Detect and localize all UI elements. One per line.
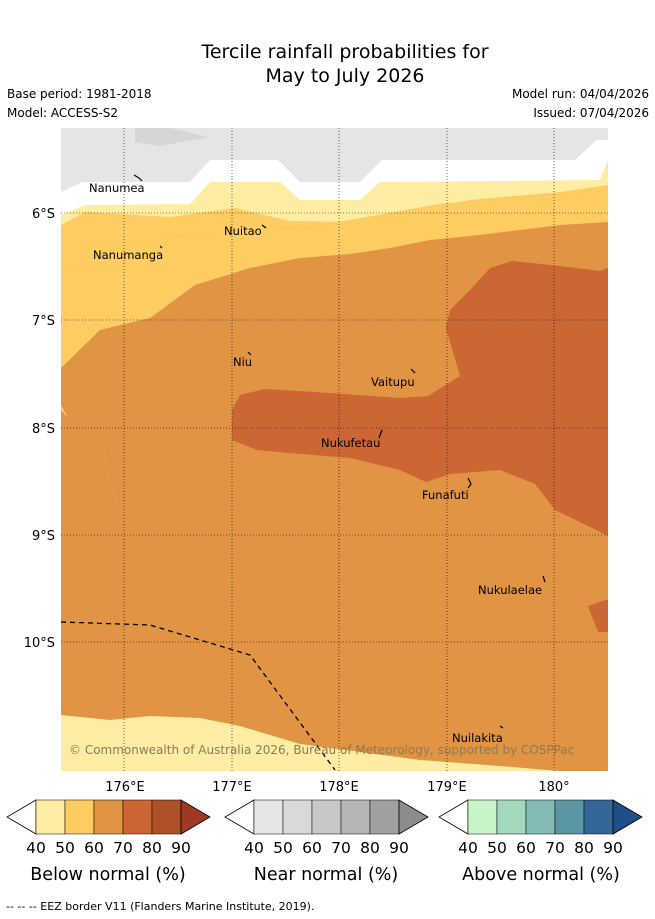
island-shapes — [133, 174, 546, 729]
lon-tick: 180° — [538, 780, 569, 795]
cb-below-tick: 60 — [84, 839, 104, 857]
cb-below-min-arrow — [6, 799, 37, 835]
cb-below-tick: 80 — [142, 839, 162, 857]
cb-near-tick: 50 — [273, 839, 293, 857]
place-nukulaelae: Nukulaelae — [478, 583, 542, 597]
lon-tick: 176°E — [105, 780, 145, 795]
place-vaitupu: Vaitupu — [371, 375, 415, 389]
eez-legend: -- -- -- EEZ border V11 (Flanders Marine… — [6, 900, 315, 913]
probability-contours — [61, 128, 608, 771]
cb-above-tick: 90 — [603, 839, 623, 857]
cb-near-label: Near normal (%) — [254, 865, 399, 885]
below-70-80-patch — [588, 600, 608, 632]
model-run: Model run: 04/04/2026 — [511, 87, 649, 101]
cb-above-label: Above normal (%) — [462, 865, 620, 885]
title-line-2: May to July 2026 — [265, 65, 425, 87]
cb-above-swatch — [467, 799, 498, 835]
colorbar-below-normal: 40 50 60 70 80 90 Below normal (%) — [6, 799, 211, 885]
cb-above-min-arrow — [438, 799, 469, 835]
below-70-80-region — [232, 261, 608, 536]
cb-near-swatch — [253, 799, 284, 835]
graticule — [61, 128, 608, 771]
latitude-axis: 6°S 7°S 8°S 9°S 10°S — [24, 207, 55, 651]
copyright-text: © Commonwealth of Australia 2026, Bureau… — [69, 743, 574, 757]
place-funafuti: Funafuti — [422, 488, 469, 502]
place-nuitao: Nuitao — [224, 224, 262, 238]
colorbar-near-normal: 40 50 60 70 80 90 Near normal (%) — [224, 799, 429, 885]
place-labels: Nanumea Nanumanga Nuitao Niu Vaitupu Nuk… — [89, 181, 542, 745]
cb-near-swatch — [340, 799, 371, 835]
cb-below-swatch — [35, 799, 66, 835]
cb-below-swatch — [93, 799, 124, 835]
place-nanumanga: Nanumanga — [93, 248, 163, 262]
cb-above-max-arrow — [612, 799, 643, 835]
cb-below-swatch — [122, 799, 153, 835]
place-nukufetau: Nukufetau — [321, 436, 380, 450]
lat-tick: 10°S — [24, 636, 55, 651]
lon-tick: 178°E — [319, 780, 359, 795]
cb-near-tick: 70 — [331, 839, 351, 857]
cb-above-tick: 60 — [516, 839, 536, 857]
cb-below-tick: 40 — [26, 839, 46, 857]
cb-near-tick: 40 — [244, 839, 264, 857]
cb-above-swatch — [554, 799, 585, 835]
cb-above-tick: 80 — [574, 839, 594, 857]
model-name: Model: ACCESS-S2 — [7, 106, 119, 120]
cb-below-swatch — [151, 799, 182, 835]
lat-tick: 6°S — [32, 207, 55, 222]
cb-near-swatch — [369, 799, 400, 835]
cb-near-max-arrow — [398, 799, 429, 835]
cb-above-tick: 50 — [487, 839, 507, 857]
longitude-axis: 176°E 177°E 178°E 179°E 180° — [105, 780, 569, 795]
cb-near-tick: 80 — [360, 839, 380, 857]
place-nanumea: Nanumea — [89, 181, 145, 195]
cb-below-tick: 90 — [171, 839, 191, 857]
below-40-50-south — [61, 715, 560, 771]
base-period: Base period: 1981-2018 — [7, 87, 152, 101]
cb-above-swatch — [525, 799, 556, 835]
lat-tick: 7°S — [32, 314, 55, 329]
eez-border-line — [61, 621, 336, 771]
near-normal-patch — [135, 128, 208, 146]
cb-above-swatch — [496, 799, 527, 835]
cb-near-tick: 60 — [302, 839, 322, 857]
cb-above-tick: 40 — [458, 839, 478, 857]
cb-above-swatch — [583, 799, 614, 835]
lat-tick: 8°S — [32, 422, 55, 437]
cb-below-label: Below normal (%) — [30, 865, 185, 885]
cb-above-tick: 70 — [545, 839, 565, 857]
place-niu: Niu — [233, 355, 252, 369]
cb-near-tick: 90 — [389, 839, 409, 857]
cb-below-tick: 70 — [113, 839, 133, 857]
cb-below-swatch — [64, 799, 95, 835]
issued-date: Issued: 07/04/2026 — [533, 106, 649, 120]
cb-near-swatch — [282, 799, 313, 835]
cb-near-swatch — [311, 799, 342, 835]
lat-tick: 9°S — [32, 529, 55, 544]
lon-tick: 179°E — [427, 780, 467, 795]
place-nuilakita: Nuilakita — [452, 731, 503, 745]
cb-near-min-arrow — [224, 799, 255, 835]
cb-below-tick: 50 — [55, 839, 75, 857]
cb-below-max-arrow — [180, 799, 211, 835]
lon-tick: 177°E — [212, 780, 252, 795]
title-line-1: Tercile rainfall probabilities for — [201, 41, 489, 63]
colorbar-above-normal: 40 50 60 70 80 90 Above normal (%) — [438, 799, 643, 885]
